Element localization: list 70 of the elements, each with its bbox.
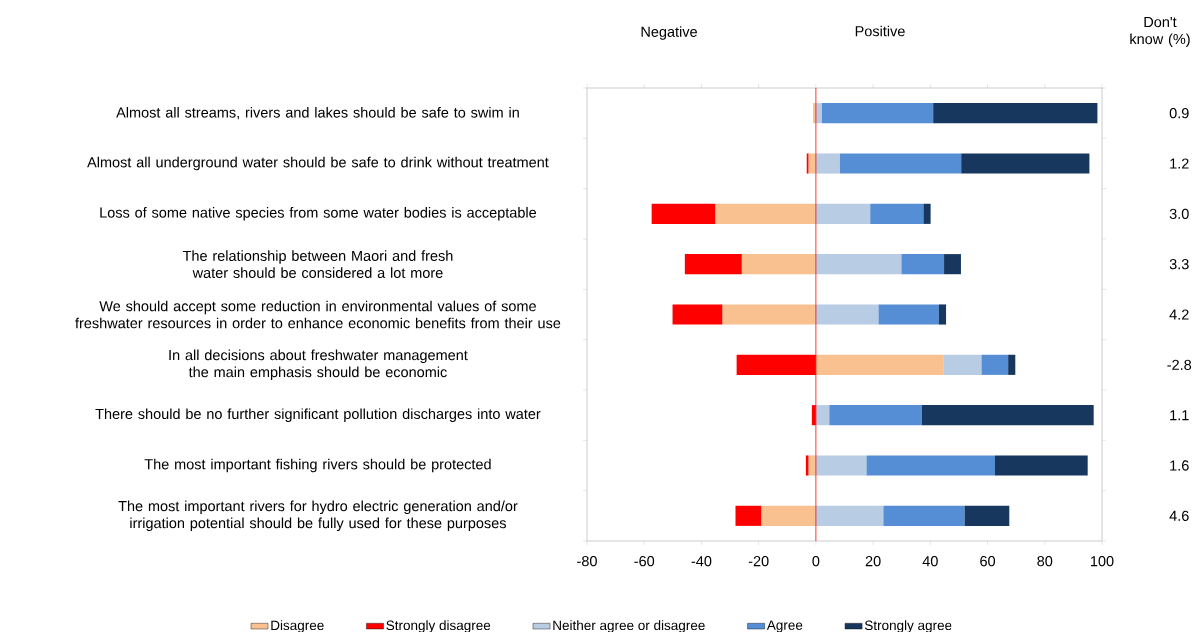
- text: Don't know (%): [1130, 17, 1190, 47]
- bar: [715, 203, 816, 224]
- bar: [651, 203, 716, 224]
- bar: [923, 203, 931, 224]
- legend-label: Strongly disagree: [386, 620, 491, 632]
- bar: [943, 354, 982, 375]
- bar: [870, 203, 924, 224]
- y-tick-label: Almost all streams, rivers and lakes should be safe to swim in: [116, 106, 519, 120]
- bar: [961, 153, 1090, 174]
- bar: [878, 304, 939, 325]
- bar: [815, 354, 944, 375]
- y-tick-label: The most important fishing rivers should be protected: [144, 458, 491, 473]
- legend-label: Neither agree or disagree: [553, 620, 705, 632]
- y-tick-label: In all decisions about freshwater management the main emphasis should be economic: [169, 349, 468, 381]
- bar: [815, 505, 884, 526]
- bar: [981, 354, 1009, 375]
- text: 3.3: [1169, 259, 1189, 270]
- text: 3.0: [1169, 208, 1189, 219]
- x-tick-label: -20: [748, 556, 769, 567]
- bar: [815, 254, 902, 275]
- text: -2.8: [1167, 359, 1192, 370]
- text: 0.9: [1169, 108, 1189, 119]
- bar: [933, 103, 1098, 124]
- bar: [722, 304, 816, 325]
- x-tick-label: 80: [1037, 556, 1053, 567]
- x-tick-label: 60: [980, 556, 996, 567]
- legend-label: Agree: [766, 620, 803, 632]
- bar: [994, 455, 1088, 476]
- bar: [815, 203, 871, 224]
- bar: [883, 505, 965, 526]
- x-tick-label: -80: [577, 556, 597, 567]
- text: 1.2: [1170, 158, 1189, 169]
- text: 1.1: [1170, 410, 1189, 421]
- bar: [821, 103, 934, 124]
- legend-label: Disagree: [271, 620, 324, 632]
- x-tick-label: 20: [865, 556, 881, 567]
- bar: [761, 505, 816, 526]
- bar: [815, 455, 867, 476]
- bar: [741, 254, 816, 275]
- bar: [964, 505, 1010, 526]
- x-tick-label: -40: [691, 556, 712, 567]
- x-tick-label: -60: [634, 556, 655, 567]
- text: 1.6: [1170, 460, 1189, 471]
- text: Negative: [641, 26, 697, 40]
- bar: [901, 254, 945, 275]
- y-tick-label: The most important rivers for hydro electric generation and/or irrigation potential should be fully used for these purposes: [118, 500, 518, 532]
- y-tick-label: Almost all underground water should be safe to drink without treatment: [87, 156, 549, 171]
- y-tick-label: Loss of some native species from some water bodies is acceptable: [100, 207, 537, 221]
- text: 4.6: [1169, 510, 1189, 521]
- text: 4.2: [1169, 309, 1189, 320]
- legend-label: Strongly agree: [864, 620, 952, 632]
- bar: [866, 455, 995, 476]
- bar: [684, 254, 742, 275]
- bar: [735, 505, 762, 526]
- bar: [938, 304, 947, 325]
- x-tick-label: 40: [922, 556, 938, 567]
- bar: [944, 254, 961, 275]
- bar: [672, 304, 723, 325]
- bar: [815, 304, 879, 325]
- y-tick-label: We should accept some reduction in environmental values of some freshwater resources in order to enhance economic benefits from their use: [75, 300, 561, 329]
- x-tick-label: 100: [1090, 556, 1114, 567]
- y-tick-label: The relationship between Maori and fresh water should be considered a lot more: [182, 250, 453, 278]
- bar: [815, 153, 840, 174]
- bar: [839, 153, 962, 174]
- x-tick-label: 0: [812, 556, 820, 567]
- y-tick-label: There should be no further significant pollution discharges into water: [95, 408, 541, 422]
- text: Positive: [855, 25, 905, 37]
- bar: [921, 405, 1094, 426]
- bar: [829, 405, 922, 426]
- bar: [1008, 354, 1016, 375]
